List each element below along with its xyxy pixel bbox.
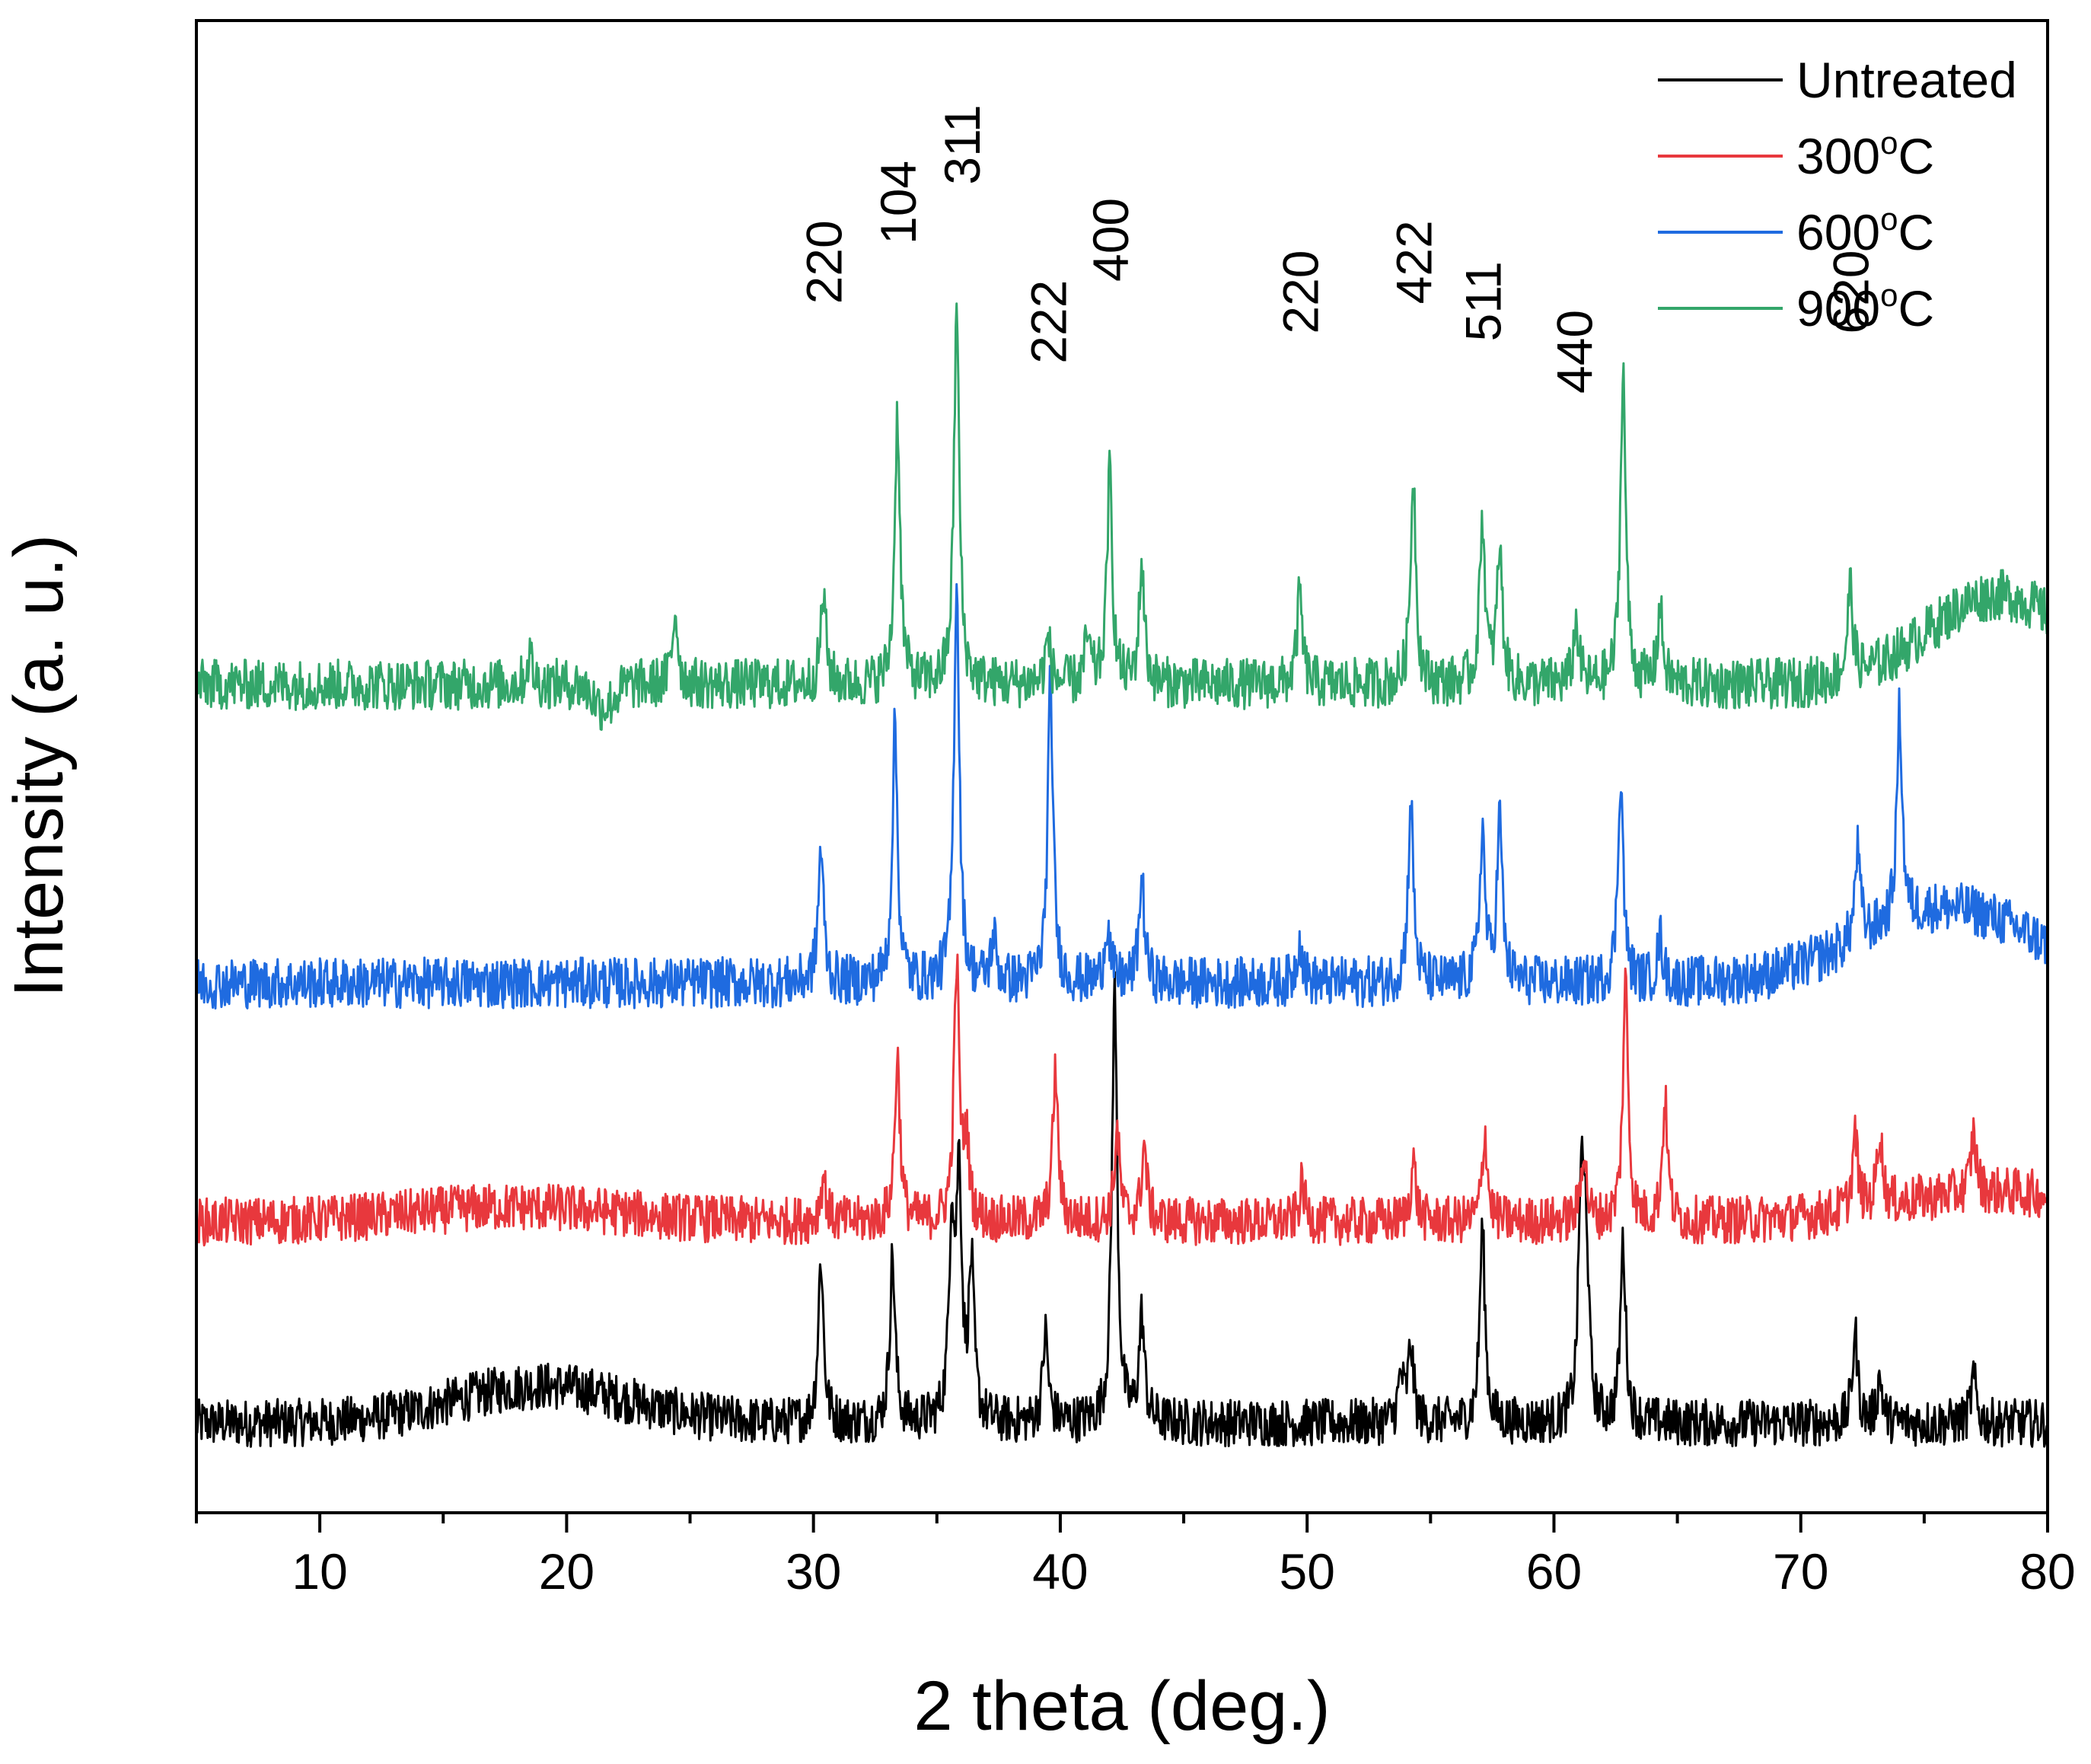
x-tick-label: 70 (1773, 1543, 1828, 1600)
legend-label: 900oC (1796, 277, 1934, 337)
legend: Untreated 300oC 600oC 900oC (1658, 52, 2017, 337)
series-line-3 (195, 302, 2048, 731)
peak-label: 222 (1021, 280, 1077, 364)
peak-label: 104 (870, 161, 926, 244)
peak-label: 440 (1546, 310, 1602, 394)
x-axis-title: 2 theta (deg.) (913, 1667, 1330, 1745)
x-tick-label: 80 (2019, 1543, 2075, 1600)
x-axis-ticks: 10 20 30 40 50 60 70 80 (195, 1513, 2076, 1600)
series-line-0 (195, 971, 2048, 1448)
legend-label: Untreated (1796, 52, 2017, 108)
x-tick-label: 40 (1032, 1543, 1088, 1600)
y-axis-title: Intensity (a. u.) (0, 534, 78, 997)
peak-label: 311 (934, 104, 990, 184)
peak-label: 620 (1823, 250, 1879, 333)
series-line-1 (195, 953, 2048, 1247)
legend-label: 600oC (1796, 201, 1934, 260)
series-line-2 (195, 582, 2048, 1010)
legend-label: 300oC (1796, 125, 1934, 184)
peak-label: 400 (1082, 198, 1139, 282)
series-layer (195, 302, 2048, 1448)
x-tick-label: 60 (1526, 1543, 1582, 1600)
x-tick-label: 50 (1279, 1543, 1334, 1600)
plot-frame (195, 19, 2049, 1514)
x-tick-label: 10 (292, 1543, 347, 1600)
peak-label: 511 (1455, 261, 1511, 341)
peak-label: 220 (1273, 250, 1329, 333)
peak-label: 220 (796, 220, 853, 304)
x-tick-label: 30 (786, 1543, 841, 1600)
x-tick-label: 20 (539, 1543, 594, 1600)
peak-label: 422 (1386, 220, 1442, 304)
